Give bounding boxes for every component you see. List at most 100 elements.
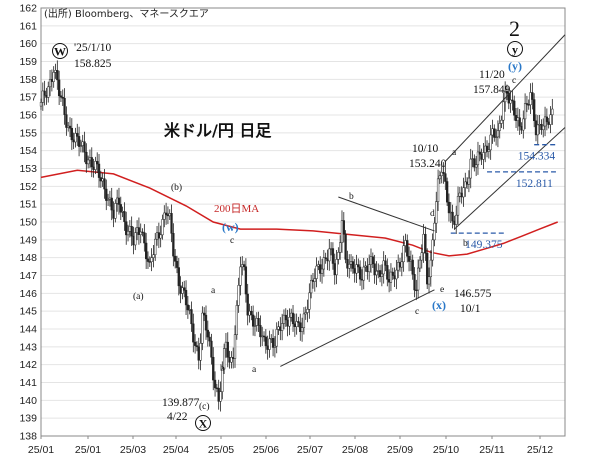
candle-body xyxy=(485,145,489,152)
candle-body xyxy=(402,245,405,263)
candle-body xyxy=(366,265,369,273)
candle-body xyxy=(204,314,208,331)
candle-body xyxy=(233,334,237,359)
y-tick-label: 141 xyxy=(19,377,37,389)
candle-body xyxy=(74,133,77,143)
candle-body xyxy=(163,212,166,220)
y-tick-label: 148 xyxy=(19,252,37,264)
candle-body xyxy=(280,323,284,331)
wave-x-date: 4/22 xyxy=(167,411,188,423)
candle-body xyxy=(413,274,416,291)
candle-body xyxy=(94,161,97,170)
candle-body xyxy=(286,319,289,327)
wave-x-circle xyxy=(195,415,211,431)
candle-body xyxy=(315,265,318,279)
candle-body xyxy=(291,312,295,325)
candle-body xyxy=(261,335,264,338)
ma200-label: 200日MA xyxy=(214,203,259,215)
candle-body xyxy=(101,178,104,182)
x-tick-label: 25/01 xyxy=(75,444,101,456)
candle-body xyxy=(132,235,135,246)
candle-body xyxy=(175,261,179,268)
candle-body xyxy=(518,117,521,127)
candle-body xyxy=(282,314,286,324)
candle-body xyxy=(480,153,483,160)
oct-high-price: 153.240 xyxy=(409,158,447,170)
candle-body xyxy=(215,387,219,389)
candle-body xyxy=(52,72,55,82)
candle-body xyxy=(464,181,467,188)
candle-body xyxy=(549,114,552,125)
wave-a-paren: (a) xyxy=(133,291,144,302)
candle-body xyxy=(484,145,487,153)
candle-body xyxy=(253,325,257,327)
candle-body xyxy=(155,232,159,240)
candle-body xyxy=(523,103,527,120)
candle-body xyxy=(130,226,133,237)
candle-body xyxy=(493,128,496,138)
candle-body xyxy=(349,261,353,265)
candle-body xyxy=(195,345,199,348)
candle-body xyxy=(328,248,331,262)
candle-body xyxy=(259,325,262,338)
candle-body xyxy=(545,116,549,123)
x-tick-label: 25/09 xyxy=(387,444,413,456)
candle-body xyxy=(393,275,396,280)
candle-body xyxy=(445,181,449,203)
y-tick-label: 155 xyxy=(19,127,37,139)
candle-body xyxy=(47,86,50,98)
candle-body xyxy=(384,260,387,266)
x-tick-label: 25/03 xyxy=(120,444,146,456)
wave-y-date: 11/20 xyxy=(479,69,505,81)
candle-body xyxy=(143,232,146,244)
candle-body xyxy=(511,99,514,102)
y-tick-label: 143 xyxy=(19,341,37,353)
candle-body xyxy=(137,227,141,235)
candle-body xyxy=(174,255,177,262)
y-tick-label: 138 xyxy=(19,431,37,443)
candle-body xyxy=(97,163,101,178)
candle-body xyxy=(83,141,86,153)
candle-body xyxy=(355,264,358,274)
candle-body xyxy=(99,177,102,182)
candle-body xyxy=(308,292,311,310)
candle-body xyxy=(431,239,434,261)
y-tick-label: 162 xyxy=(19,3,37,15)
candle-body xyxy=(186,304,190,311)
candle-body xyxy=(339,242,342,253)
candle-body xyxy=(418,259,422,269)
candle-body xyxy=(447,201,451,214)
candle-body xyxy=(57,79,61,97)
candle-body xyxy=(442,171,445,174)
candle-body xyxy=(436,178,440,202)
candle-body xyxy=(304,312,307,315)
y-tick-label: 156 xyxy=(19,110,37,122)
candle-body xyxy=(114,203,117,219)
wave-x-small-date: 10/1 xyxy=(460,303,481,315)
wave-b-1: b xyxy=(220,364,225,374)
candle-body xyxy=(161,219,164,236)
y-tick-label: 145 xyxy=(19,306,37,318)
candle-body xyxy=(458,192,461,197)
candle-body xyxy=(302,313,306,328)
candle-body xyxy=(353,268,356,274)
candle-body xyxy=(453,220,456,225)
candle-body xyxy=(242,264,246,267)
wave-w-circle xyxy=(52,43,68,59)
wave-a-3: a xyxy=(452,148,457,158)
candle-body xyxy=(498,123,501,131)
candle-body xyxy=(152,254,155,258)
candle-body xyxy=(232,357,235,359)
candle-body xyxy=(246,293,249,316)
candle-body xyxy=(68,125,72,129)
candle-body xyxy=(382,260,385,275)
wave-w-small: (w) xyxy=(222,220,239,234)
ma200-line xyxy=(40,169,558,257)
candle-body xyxy=(407,256,411,262)
candle-body xyxy=(299,322,302,333)
candle-body xyxy=(491,128,494,136)
wave-x-price: 139.877 xyxy=(162,397,200,409)
candle-body xyxy=(420,252,423,261)
y-tick-label: 154 xyxy=(19,145,37,157)
candle-body xyxy=(540,123,543,131)
